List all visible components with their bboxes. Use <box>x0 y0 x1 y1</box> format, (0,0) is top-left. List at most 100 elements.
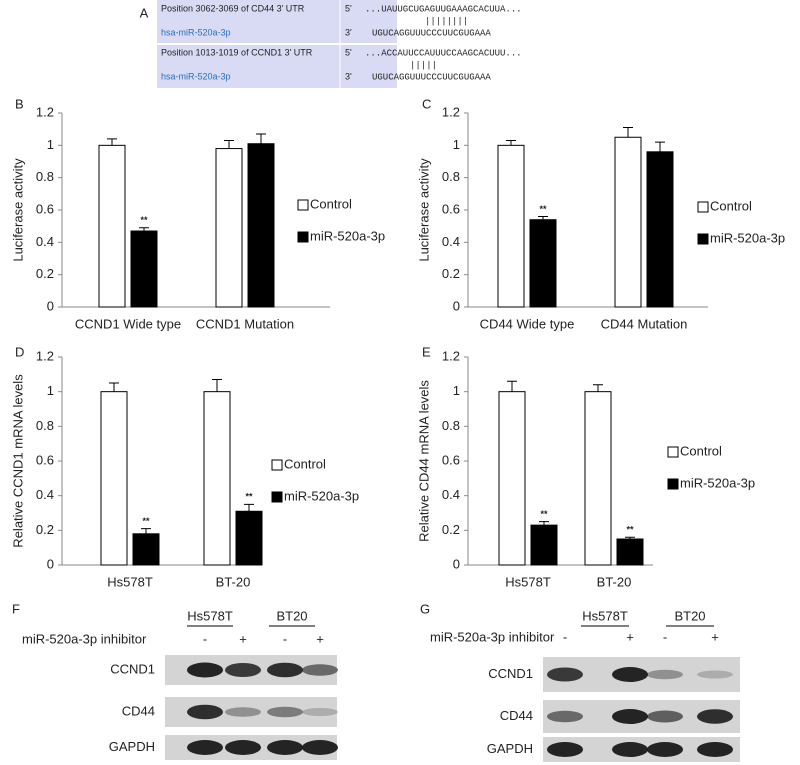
bar <box>616 538 644 566</box>
band <box>187 704 223 720</box>
x-tick-label: CCND1 Mutation <box>196 316 294 331</box>
error-bar <box>244 503 254 512</box>
error-bar <box>539 521 549 526</box>
group-label: Hs578T <box>582 608 628 623</box>
legend-label: miR-520a-3p <box>284 488 359 503</box>
y-tick-label: 0 <box>47 556 54 571</box>
y-tick-label: 0 <box>47 298 54 313</box>
y-tick-label: 0.2 <box>442 522 460 537</box>
panel-label: B <box>15 96 24 111</box>
sequence: ...UAUUGCUGAGUUGAAAGCACUUA... <box>365 4 522 14</box>
y-axis-label: Luciferase activity <box>416 158 431 262</box>
y-tick-label: 0.8 <box>442 418 460 433</box>
bar <box>584 391 612 566</box>
bar <box>132 533 160 566</box>
bar <box>247 143 275 308</box>
sequence-end: 5' <box>345 3 352 13</box>
significance: ** <box>540 509 548 519</box>
error-bar <box>593 384 603 392</box>
lane-label: - <box>283 631 287 646</box>
sequence-name: hsa-miR-520a-3p <box>161 27 231 37</box>
band <box>267 706 303 718</box>
panel-label: A <box>140 5 149 20</box>
sequence: UGUCAGGUUUCCCUUCGUGAAA <box>372 28 491 38</box>
band <box>302 708 338 716</box>
y-tick-label: 0.6 <box>36 201 54 216</box>
band <box>612 742 648 757</box>
band <box>187 740 223 755</box>
error-bar <box>655 141 665 152</box>
band <box>697 670 733 679</box>
sequence: ...ACCAUUCCAUUUCCAAGCACUUU... <box>365 48 522 58</box>
y-tick-label: 0.2 <box>36 266 54 281</box>
y-tick-label: 0.2 <box>442 266 460 281</box>
error-bar <box>507 380 517 392</box>
band-label: CCND1 <box>110 661 155 676</box>
legend-swatch <box>297 199 309 211</box>
bar <box>215 148 243 308</box>
sequence: UGUCAGGUUUCCCUUCGUGAAA <box>372 72 491 82</box>
bar <box>130 230 158 308</box>
y-tick-label: 0.8 <box>36 169 54 184</box>
x-tick-label: CD44 Wide type <box>480 316 575 331</box>
y-tick-label: 1.2 <box>36 104 54 119</box>
x-tick-label: BT-20 <box>216 574 251 589</box>
band <box>225 740 261 755</box>
pairing: ||||| <box>410 60 437 70</box>
bar <box>529 219 557 308</box>
panel-label: G <box>420 601 430 616</box>
legend-swatch <box>271 459 283 471</box>
band <box>647 669 683 680</box>
x-tick-label: CD44 Mutation <box>601 316 688 331</box>
band <box>647 742 683 757</box>
bar <box>530 524 558 566</box>
error-bar <box>212 379 222 392</box>
error-bar <box>256 133 266 144</box>
group-label: BT20 <box>674 608 705 623</box>
x-tick-label: CCND1 Wide type <box>75 316 181 331</box>
y-tick-label: 0.6 <box>442 201 460 216</box>
legend-label: Control <box>310 196 352 211</box>
band <box>547 710 583 723</box>
group-label: Hs578T <box>187 608 233 623</box>
lane-label: - <box>563 629 567 644</box>
pairing: |||||||| <box>425 16 468 26</box>
band <box>302 664 338 676</box>
error-bar <box>109 382 119 392</box>
legend-swatch <box>297 231 309 243</box>
error-bar <box>623 127 633 138</box>
band <box>267 740 303 755</box>
sequence-end: 3' <box>345 71 352 81</box>
legend-label: miR-520a-3p <box>710 230 785 245</box>
band-label: CD44 <box>122 703 155 718</box>
bar <box>497 144 525 308</box>
treatment-label: miR-520a-3p inhibitor <box>430 629 555 644</box>
band-label: GAPDH <box>487 741 533 756</box>
band <box>612 667 648 682</box>
y-tick-label: 1.2 <box>442 348 460 363</box>
bar <box>646 151 674 308</box>
significance: ** <box>626 525 634 535</box>
band <box>547 667 583 682</box>
sequence-name: Position 3062-3069 of CD44 3' UTR <box>161 3 305 13</box>
bar <box>203 391 231 566</box>
band-label: CCND1 <box>488 666 533 681</box>
band <box>225 707 261 717</box>
panel-label: C <box>422 96 431 111</box>
y-tick-label: 0 <box>453 298 460 313</box>
band <box>302 740 338 755</box>
y-tick-label: 1 <box>47 383 54 398</box>
y-tick-label: 0.6 <box>36 452 54 467</box>
band <box>225 663 261 677</box>
legend-swatch <box>697 233 709 245</box>
treatment-label: miR-520a-3p inhibitor <box>22 631 147 646</box>
legend-swatch <box>667 446 679 458</box>
legend-swatch <box>271 491 283 503</box>
legend-label: Control <box>284 456 326 471</box>
error-bar <box>139 227 149 232</box>
y-tick-label: 0.4 <box>36 234 54 249</box>
sequence-name: hsa-miR-520a-3p <box>161 71 231 81</box>
legend-label: Control <box>680 443 722 458</box>
error-bar <box>538 215 548 220</box>
